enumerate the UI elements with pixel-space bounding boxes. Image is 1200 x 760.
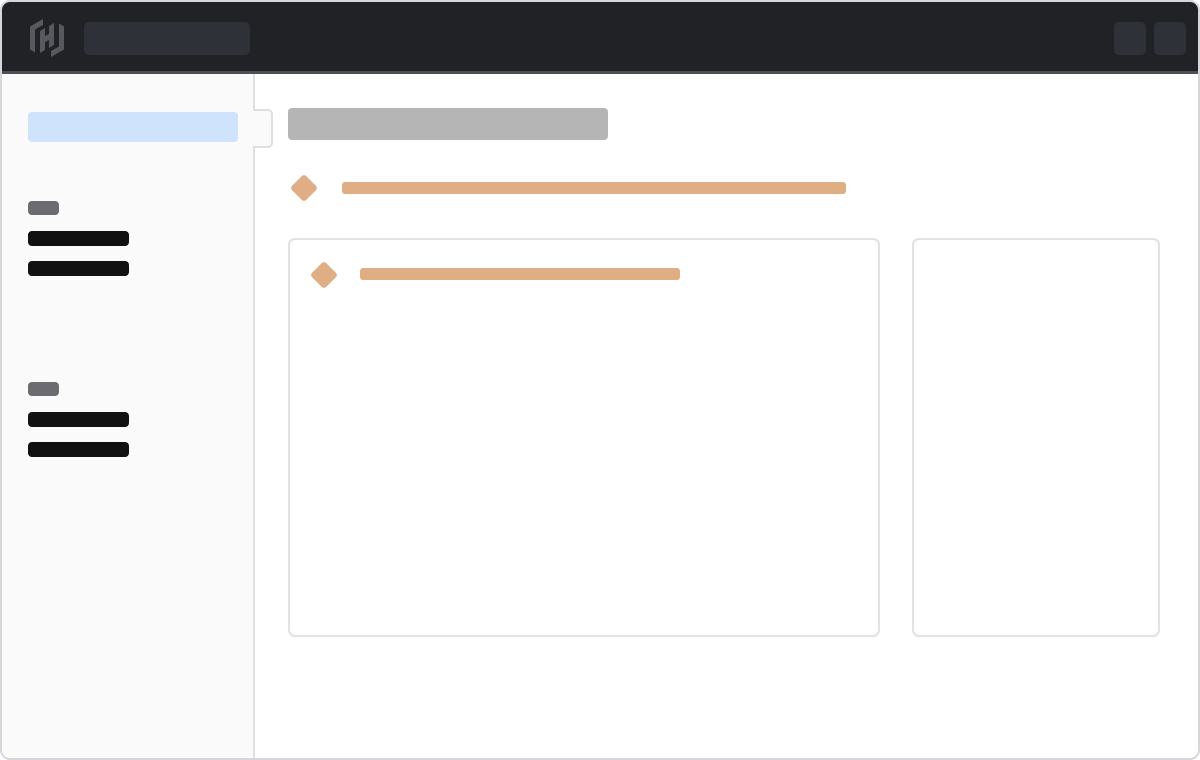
sidebar-item-active[interactable] — [28, 112, 238, 142]
sidebar-item-2[interactable] — [28, 261, 129, 276]
sidebar-item-1[interactable] — [28, 231, 129, 246]
sidebar-active-notch — [253, 109, 273, 148]
sidebar — [2, 74, 255, 758]
top-bar — [2, 2, 1198, 74]
sidebar-item-4[interactable] — [28, 442, 129, 457]
diamond-icon — [289, 173, 319, 203]
search-input[interactable] — [84, 22, 250, 55]
page-title — [288, 108, 608, 140]
sidebar-item-3[interactable] — [28, 412, 129, 427]
header-button-1[interactable] — [1114, 22, 1146, 55]
header-button-2[interactable] — [1154, 22, 1186, 55]
page-subtitle — [342, 182, 846, 194]
sidebar-group-label-2 — [28, 382, 59, 396]
side-card — [912, 238, 1160, 637]
hashicorp-logo-icon[interactable] — [27, 17, 67, 59]
diamond-icon — [309, 260, 339, 290]
card-heading — [360, 268, 680, 280]
main-card — [288, 238, 880, 637]
sidebar-group-label-1 — [28, 201, 59, 215]
